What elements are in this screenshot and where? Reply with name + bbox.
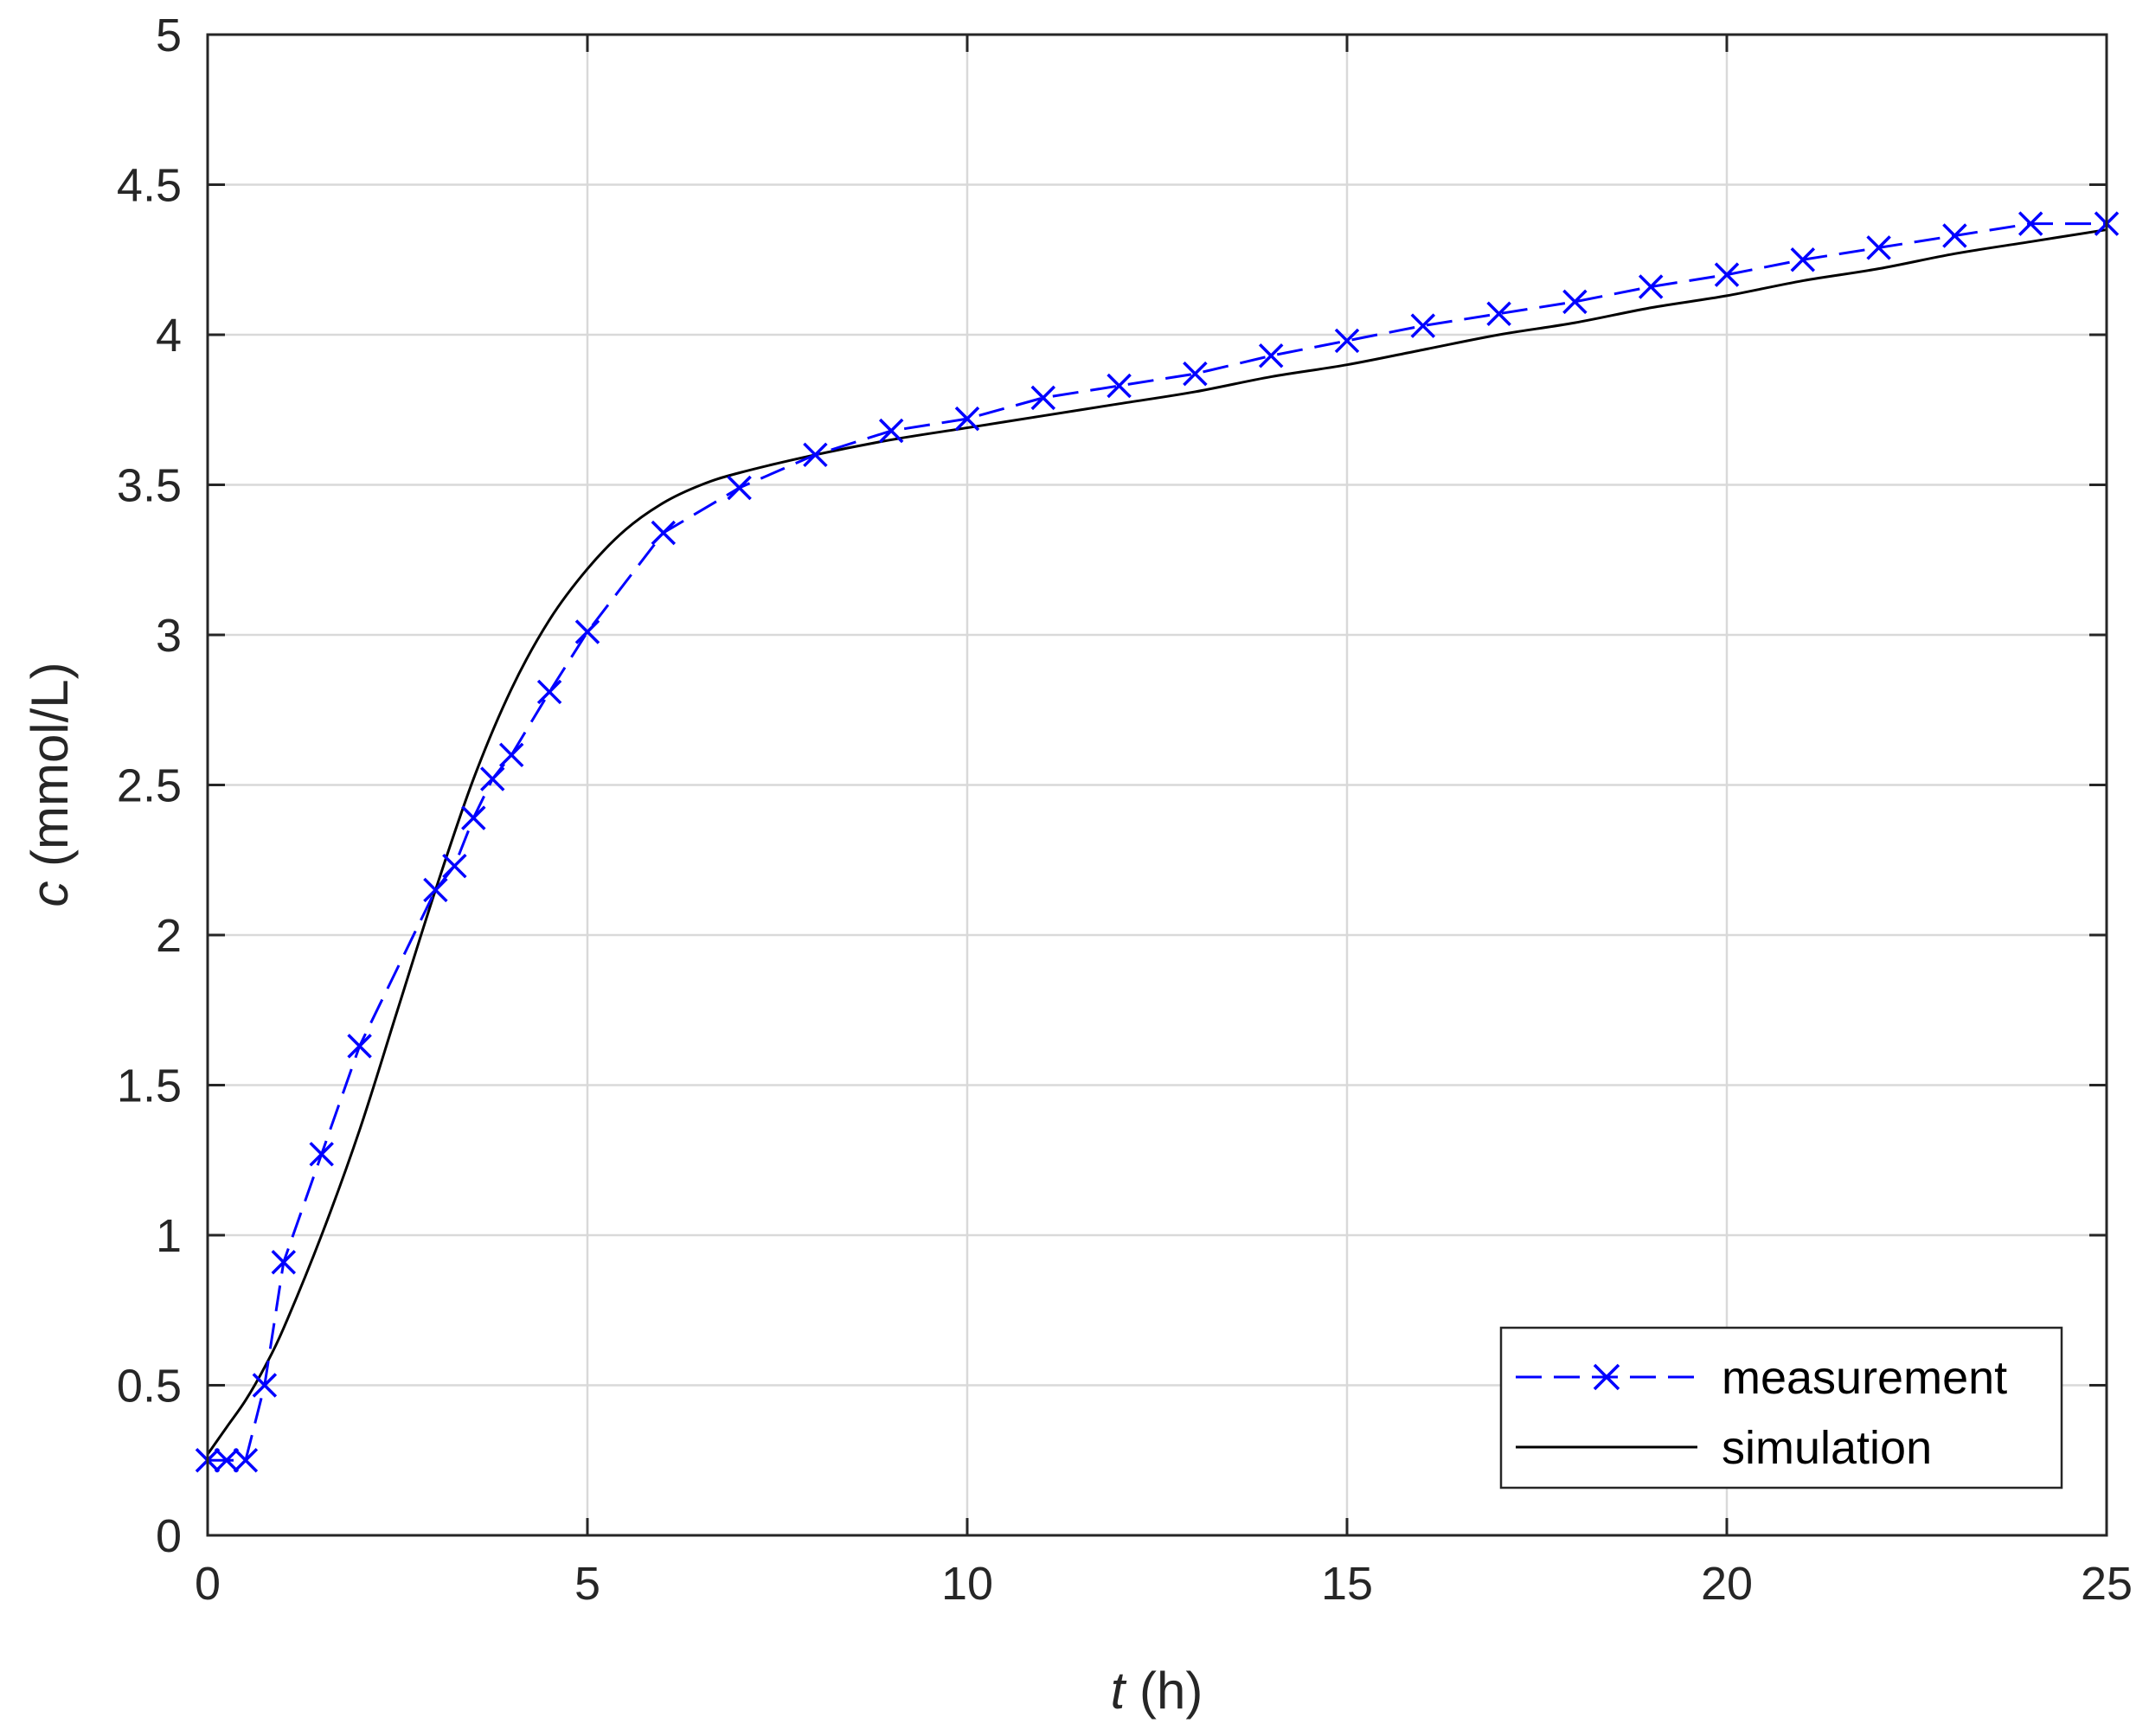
measurement-point-marker xyxy=(1790,247,1816,272)
measurement-series-line xyxy=(208,222,2107,1462)
measurement-point-marker xyxy=(1030,385,1056,411)
measurement-point-marker xyxy=(1107,373,1132,399)
x-tick-label: 10 xyxy=(941,1558,993,1610)
measurement-point-marker xyxy=(1866,235,1891,260)
x-tick-label: 0 xyxy=(195,1558,221,1610)
measurement-point-marker xyxy=(309,1142,334,1167)
y-tick-label: 1.5 xyxy=(117,1060,182,1112)
y-tick-label: 0 xyxy=(156,1510,182,1562)
measurement-point-marker xyxy=(1334,328,1360,354)
measurement-point-marker xyxy=(1562,289,1588,315)
y-axis-label: c (mmol/L) xyxy=(21,662,79,906)
legend-box xyxy=(1499,1326,2063,1489)
measurement-point-marker xyxy=(574,619,600,644)
measurement-point-marker xyxy=(423,877,448,903)
measurement-point-marker xyxy=(727,475,752,501)
measurement-point-marker xyxy=(1714,262,1740,287)
measurement-point-marker xyxy=(480,766,505,791)
y-tick-label: 5 xyxy=(156,10,182,61)
measurement-point-marker xyxy=(498,742,524,768)
x-axis-unit: (h) xyxy=(1125,1662,1203,1720)
measurement-point-marker xyxy=(1942,223,1967,248)
legend-measurement-marker xyxy=(1593,1363,1620,1391)
measurement-point-marker xyxy=(1486,301,1511,326)
x-axis-variable: t xyxy=(1111,1662,1127,1720)
measurement-point-marker xyxy=(347,1034,372,1059)
y-tick-label: 1 xyxy=(156,1210,182,1262)
measurement-point-marker xyxy=(271,1249,297,1275)
y-tick-label: 0.5 xyxy=(117,1361,182,1413)
x-tick-label: 15 xyxy=(1321,1558,1373,1610)
y-tick-label: 2.5 xyxy=(117,760,182,812)
x-tick-label: 25 xyxy=(2081,1558,2133,1610)
measurement-point-marker xyxy=(1638,274,1664,299)
x-tick-label: 20 xyxy=(1701,1558,1753,1610)
y-tick-label: 4 xyxy=(156,310,182,362)
x-tick-label: 5 xyxy=(574,1558,600,1610)
legend-simulation-label: simulation xyxy=(1722,1422,1932,1474)
measurement-point-marker xyxy=(651,520,677,546)
measurement-point-marker xyxy=(214,1448,240,1473)
measurement-point-marker xyxy=(233,1448,259,1473)
measurement-point-marker xyxy=(1410,313,1436,338)
measurement-point-marker xyxy=(803,442,828,468)
measurement-point-marker xyxy=(252,1373,278,1398)
legend-measurement-label: measurement xyxy=(1722,1352,2007,1404)
simulation-series-line xyxy=(206,228,2107,1456)
measurement-point-marker xyxy=(536,679,562,705)
tick-labels: 0 5 10 15 20 25 0 0.5 1 1.5 2 2.5 3 3.5 4 4.5 5 xyxy=(117,10,2133,1610)
y-tick-label: 3.5 xyxy=(117,460,182,512)
measurement-point-marker xyxy=(442,853,467,879)
measurement-point-marker xyxy=(954,406,980,432)
series-layer xyxy=(195,211,2120,1473)
measurement-point-marker xyxy=(2017,211,2043,236)
measurement-point-marker xyxy=(1183,361,1208,387)
y-tick-label: 2 xyxy=(156,910,182,962)
y-tick-label: 4.5 xyxy=(117,160,182,212)
measurement-point-marker xyxy=(461,805,486,830)
y-axis-unit: (mmol/L) xyxy=(21,662,79,881)
measurement-point-marker xyxy=(1258,343,1284,368)
legend: measurement simulation xyxy=(1499,1326,2063,1489)
measurement-point-marker xyxy=(878,418,904,444)
y-axis-variable: c xyxy=(21,881,79,907)
y-tick-label: 3 xyxy=(156,610,182,662)
x-axis-label: t (h) xyxy=(1111,1662,1203,1720)
axis-ticks xyxy=(206,33,2108,1537)
